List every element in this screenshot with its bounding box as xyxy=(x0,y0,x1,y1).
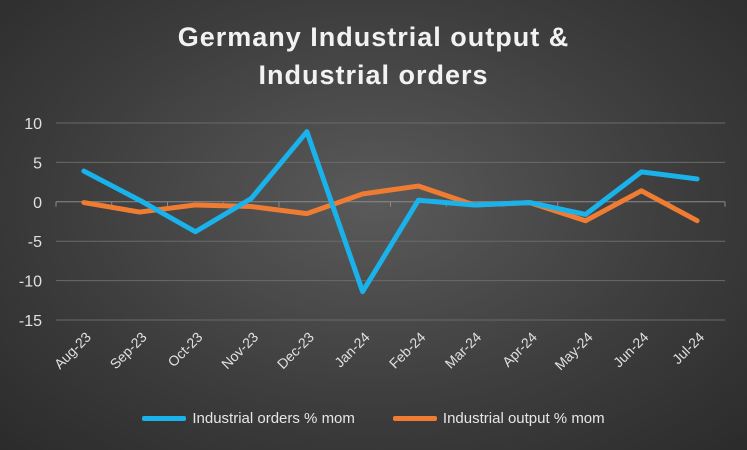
legend-label-orders: Industrial orders % mom xyxy=(192,410,355,427)
y-tick-label: 5 xyxy=(33,155,42,172)
series-line-output xyxy=(81,183,700,224)
x-tick-label: Nov-23 xyxy=(218,329,261,372)
y-tick-label: -5 xyxy=(28,234,42,251)
legend-swatch-orders xyxy=(142,416,187,421)
chart-title-line2: Industrial orders xyxy=(258,60,489,90)
x-tick-label: Jul-24 xyxy=(669,329,707,367)
x-tick-label: Mar-24 xyxy=(442,329,485,372)
x-tick-label: Feb-24 xyxy=(386,329,429,372)
legend-swatch-output xyxy=(392,416,437,421)
legend-item-output: Industrial output % mom xyxy=(392,410,605,427)
chart-title-line1: Germany Industrial output & xyxy=(177,22,570,52)
legend-label-output: Industrial output % mom xyxy=(442,410,605,427)
y-tick-label: -15 xyxy=(19,313,42,330)
x-tick-label: Oct-23 xyxy=(164,329,205,370)
x-tick-label: Aug-23 xyxy=(51,329,94,372)
x-tick-label: Apr-24 xyxy=(499,329,540,370)
legend-item-orders: Industrial orders % mom xyxy=(142,410,355,427)
x-tick-label: Dec-23 xyxy=(274,329,317,372)
y-tick-label: -10 xyxy=(19,274,42,291)
y-tick-label: 0 xyxy=(33,195,42,212)
legend: Industrial orders % mom Industrial outpu… xyxy=(0,410,747,427)
series-line-orders xyxy=(81,129,700,295)
x-tick-label: Jun-24 xyxy=(610,329,652,371)
x-tick-label: Sep-23 xyxy=(107,329,150,372)
y-tick-label: 10 xyxy=(24,116,42,133)
x-tick-label: May-24 xyxy=(551,329,595,373)
x-tick-label: Jan-24 xyxy=(331,329,373,371)
chart-title: Germany Industrial output & Industrial o… xyxy=(0,18,747,94)
